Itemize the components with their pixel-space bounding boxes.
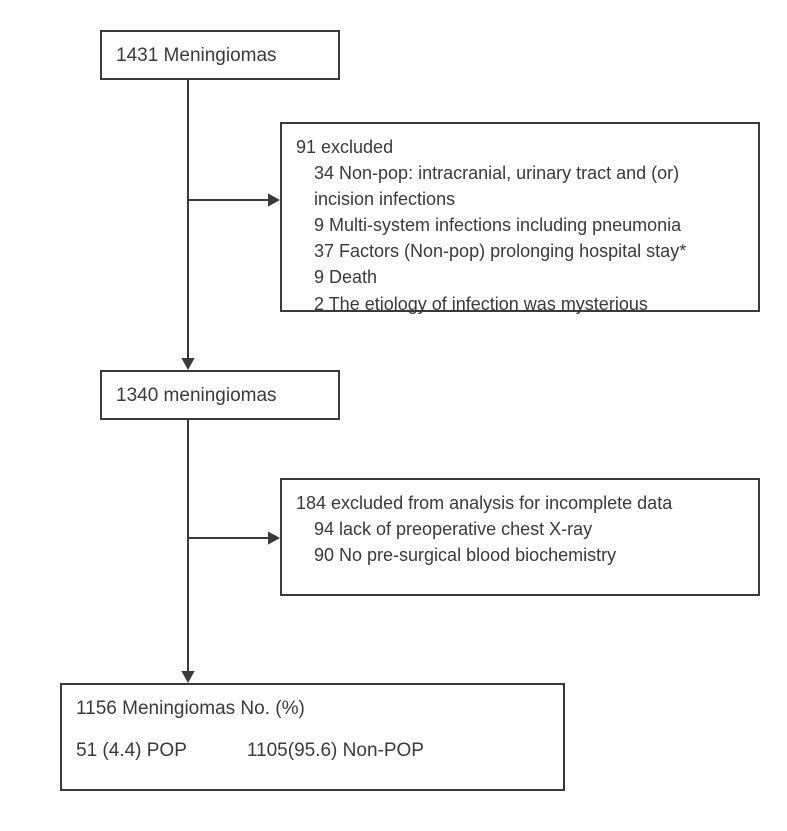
exclusion-item: 90 No pre-surgical blood biochemistry (296, 542, 744, 568)
node-after-exclusion-1: 1340 meningiomas (100, 370, 340, 420)
exclusion-item: 37 Factors (Non-pop) prolonging hospital… (296, 238, 744, 264)
node-text: 1340 meningiomas (116, 385, 277, 406)
exclusion-item: 34 Non-pop: intracranial, urinary tract … (296, 160, 744, 212)
exclusion-title: 184 excluded from analysis for incomplet… (296, 490, 744, 516)
node-final-meningiomas: 1156 Meningiomas No. (%) 51 (4.4) POP 11… (60, 683, 565, 791)
exclusion-item: 2 The etiology of infection was mysterio… (296, 291, 744, 317)
exclusion-item: 9 Death (296, 264, 744, 290)
node-exclusion-2: 184 excluded from analysis for incomplet… (280, 478, 760, 596)
exclusion-item: 94 lack of preoperative chest X-ray (296, 516, 744, 542)
flowchart-canvas: 1431 Meningiomas 91 excluded 34 Non-pop:… (0, 0, 787, 831)
node-text: 1431 Meningiomas (116, 45, 277, 66)
exclusion-item: 9 Multi-system infections including pneu… (296, 212, 744, 238)
node-initial-meningiomas: 1431 Meningiomas (100, 30, 340, 80)
exclusion-title: 91 excluded (296, 134, 744, 160)
node-exclusion-1: 91 excluded 34 Non-pop: intracranial, ur… (280, 122, 760, 312)
final-title: 1156 Meningiomas No. (%) (76, 695, 549, 723)
final-nonpop: 1105(95.6) Non-POP (247, 737, 424, 765)
final-pop: 51 (4.4) POP (76, 737, 187, 765)
